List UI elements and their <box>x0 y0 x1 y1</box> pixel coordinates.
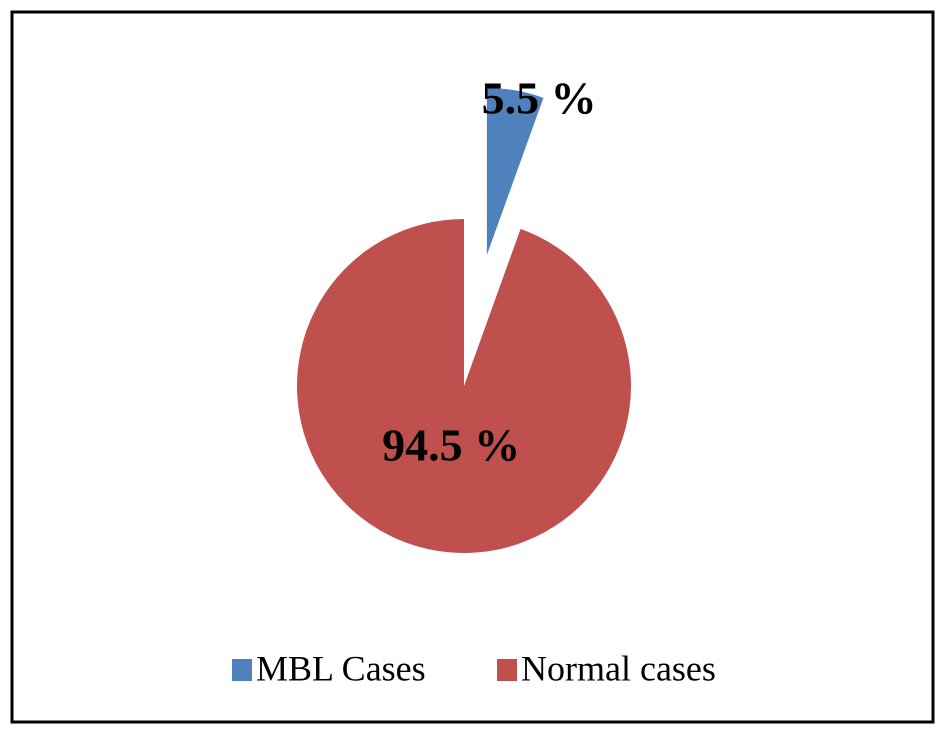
legend-label: MBL Cases <box>256 648 426 688</box>
data-label: 5.5 % <box>482 72 597 123</box>
pie-slice <box>486 87 544 255</box>
legend-label: Normal cases <box>521 648 716 688</box>
legend-swatch <box>232 659 252 681</box>
legend-swatch <box>497 659 517 681</box>
data-label: 94.5 % <box>382 420 520 471</box>
pie-slice <box>296 219 631 553</box>
